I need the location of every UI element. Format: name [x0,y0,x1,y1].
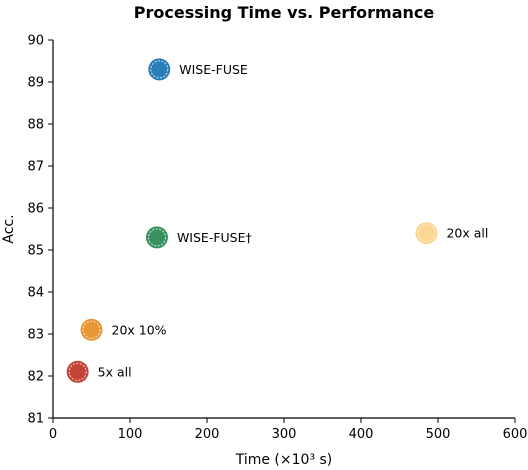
data-point-label: 5x all [98,364,132,379]
data-point-ring [417,224,436,243]
y-tick-label: 84 [27,286,44,301]
y-tick-label: 86 [27,202,44,217]
y-tick-label: 88 [27,118,44,133]
data-point: 20x all [415,222,488,245]
x-tick-label: 500 [426,427,451,442]
x-axis-label: Time (×10³ s) [235,452,333,468]
data-point-ring [68,362,87,381]
data-point-label: WISE-FUSE† [177,230,252,245]
data-point: WISE-FUSE [148,58,248,81]
chart-title: Processing Time vs. Performance [134,3,435,22]
y-tick-label: 83 [27,328,44,343]
y-tick-label: 87 [27,160,44,175]
y-tick-label: 81 [27,412,44,427]
data-point-label: 20x all [446,226,488,241]
x-tick-label: 0 [49,427,57,442]
y-ticks: 81 82 83 84 85 86 87 88 89 90 [27,34,53,427]
data-point-marker [66,360,89,383]
data-points: WISE-FUSE WISE-FUSE† 20x all 20x 10% 5x all [66,58,488,383]
data-point-marker [145,226,168,249]
data-point-ring [147,228,166,247]
x-tick-label: 600 [503,427,528,442]
data-point-marker [415,222,438,245]
y-tick-label: 89 [27,76,44,91]
x-ticks: 0 100 200 300 400 500 600 [49,418,528,442]
y-tick-label: 90 [27,34,44,49]
y-tick-label: 82 [27,370,44,385]
y-tick-label: 85 [27,244,44,259]
data-point-label: 20x 10% [112,322,167,337]
data-point: 20x 10% [80,318,167,341]
x-tick-label: 400 [349,427,374,442]
data-point-ring [150,60,169,79]
x-tick-label: 200 [195,427,220,442]
x-tick-label: 100 [118,427,143,442]
data-point-marker [148,58,171,81]
data-point-label: WISE-FUSE [179,62,248,77]
x-tick-label: 300 [272,427,297,442]
y-axis-label: Acc. [1,214,17,243]
data-point-marker [80,318,103,341]
data-point: 5x all [66,360,132,383]
data-point: WISE-FUSE† [145,226,252,249]
data-point-ring [82,320,101,339]
